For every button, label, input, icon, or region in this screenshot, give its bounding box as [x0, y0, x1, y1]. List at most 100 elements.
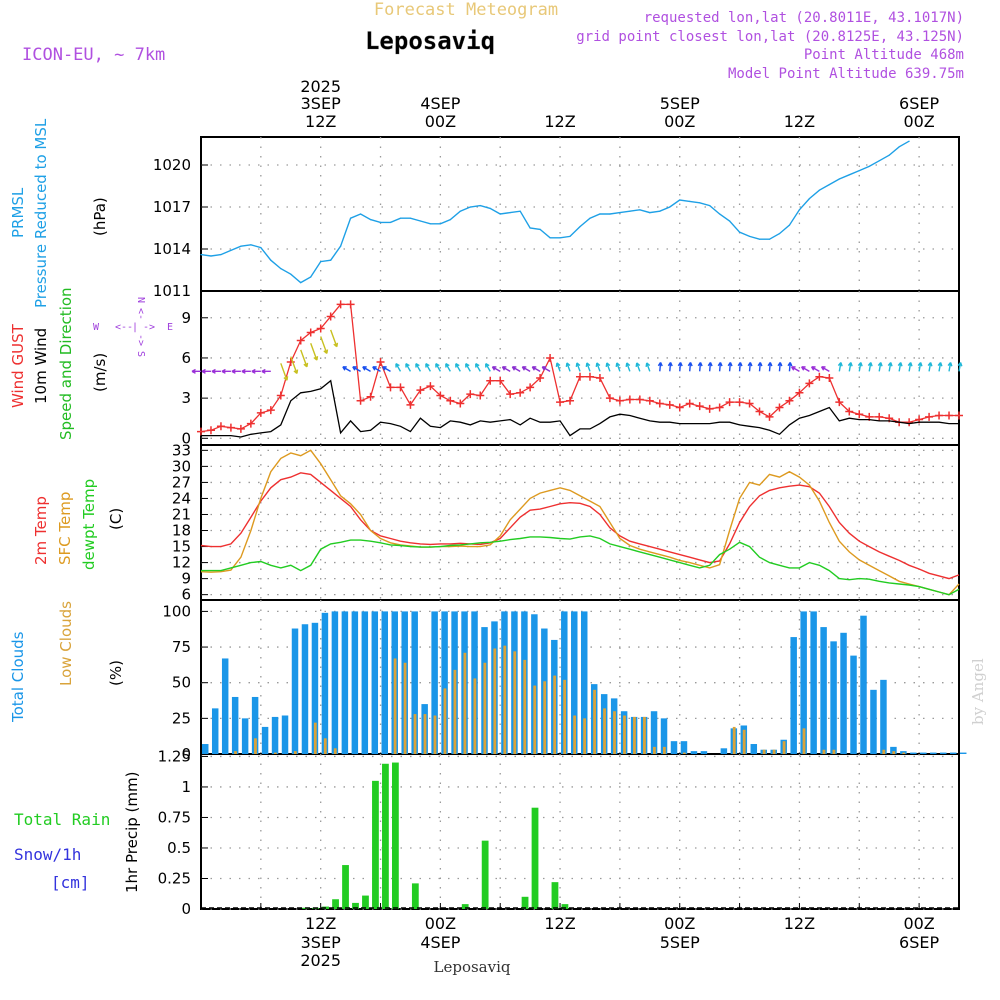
point-wind-gust — [246, 419, 255, 428]
bar-low-clouds — [323, 738, 327, 754]
point-wind-gust — [346, 300, 355, 309]
series-2m-temp — [200, 472, 960, 580]
y-tick-label: 1 — [181, 778, 191, 796]
y-tick-label: 1.25 — [158, 747, 191, 765]
point-prmsl — [908, 140, 910, 142]
label-10m-wind: 10m Wind — [32, 328, 50, 404]
y-tick-label: 50 — [172, 674, 191, 692]
wind-arrow — [667, 361, 673, 372]
y-tick-label: 1014 — [153, 240, 191, 258]
point-wind-gust — [406, 400, 415, 409]
wind-arrow — [707, 361, 713, 372]
point-prmsl — [379, 221, 382, 223]
y-tick-label: 3 — [181, 389, 191, 407]
bar-low-clouds — [802, 728, 806, 754]
top-axis-label: 00Z — [903, 112, 934, 131]
wind-arrow — [820, 366, 830, 372]
y-tick-label: 0 — [181, 900, 191, 918]
point-wind-gust — [815, 372, 824, 381]
point-wind-gust — [366, 392, 375, 401]
bar-low-clouds — [902, 752, 906, 754]
point-wind-gust — [206, 426, 215, 435]
y-tick-label: 15 — [172, 538, 191, 556]
top-axis-label: 2025 — [300, 77, 341, 96]
top-axis-label: 3SEP — [301, 94, 341, 113]
bar-total-clouds — [860, 615, 867, 754]
point-wind-gust — [526, 383, 535, 392]
bar-total-clouds — [820, 627, 827, 754]
wind-arrow — [947, 362, 953, 372]
wind-arrow — [521, 366, 531, 372]
point-wind-gust — [875, 412, 884, 421]
bar-total-rain — [342, 865, 349, 909]
svg-text:|: | — [132, 322, 138, 333]
bar-low-clouds — [393, 658, 397, 754]
wind-arrow — [697, 361, 703, 372]
point-prmsl — [659, 210, 661, 212]
point-wind-gust — [226, 423, 235, 432]
wind-arrow — [595, 362, 601, 372]
wind-arrow — [310, 342, 319, 361]
bar-low-clouds — [782, 741, 786, 754]
point-prmsl — [709, 205, 711, 207]
bar-low-clouds — [403, 662, 407, 754]
wind-arrow — [485, 362, 491, 372]
point-wind-gust — [635, 395, 644, 404]
point-wind-gust — [556, 398, 565, 407]
point-prmsl — [340, 245, 342, 247]
point-prmsl — [738, 231, 741, 233]
point-wind-gust — [595, 374, 604, 383]
point-prmsl — [828, 184, 830, 186]
point-wind-gust — [665, 400, 674, 409]
bar-low-clouds — [732, 726, 736, 754]
point-wind-gust — [536, 374, 545, 383]
point-prmsl — [439, 223, 441, 225]
point-prmsl — [469, 206, 471, 208]
wind-arrow — [727, 361, 733, 372]
bar-low-clouds — [832, 749, 836, 754]
point-wind-gust — [625, 395, 634, 404]
point-prmsl — [788, 224, 791, 226]
bar-low-clouds — [563, 679, 567, 754]
svg-text:->: -> — [143, 322, 155, 333]
bar-total-clouds — [890, 746, 897, 754]
wind-arrow — [362, 366, 371, 372]
bar-total-rain — [481, 840, 489, 909]
series-dewpt-temp — [201, 535, 960, 596]
wind-arrow — [897, 362, 903, 372]
wind-arrow — [575, 362, 581, 372]
point-prmsl — [808, 198, 810, 200]
bar-total-clouds — [231, 696, 239, 754]
point-prmsl — [768, 238, 771, 240]
svg-text:->: -> — [135, 334, 146, 346]
bar-total-rain — [561, 904, 569, 909]
wind-arrow — [687, 361, 693, 372]
bar-low-clouds — [453, 669, 457, 754]
point-prmsl — [499, 213, 501, 215]
wind-arrow — [907, 362, 913, 372]
bar-total-rain — [372, 780, 379, 909]
wind-arrow — [531, 366, 541, 372]
wind-arrow — [605, 362, 611, 372]
wind-arrow — [501, 366, 511, 372]
model-name: ICON-EU, ~ 7km — [22, 45, 165, 65]
bar-total-clouds — [790, 637, 797, 754]
point-prmsl — [429, 223, 431, 225]
bar-total-clouds — [441, 611, 448, 754]
wind-arrow — [372, 366, 381, 372]
bar-low-clouds — [513, 651, 517, 754]
bar-low-clouds — [433, 715, 437, 754]
wind-arrow — [330, 329, 339, 348]
point-prmsl — [459, 210, 461, 212]
bar-low-clouds — [892, 751, 896, 754]
bar-total-clouds — [840, 632, 847, 754]
bar-total-clouds — [331, 611, 339, 754]
bar-total-clouds — [321, 612, 329, 754]
point-prmsl — [579, 226, 581, 228]
point-wind-gust — [715, 403, 724, 412]
point-prmsl — [599, 213, 601, 215]
y-tick-label: 24 — [172, 489, 191, 507]
bar-total-clouds — [800, 611, 807, 754]
point-wind-gust — [546, 353, 555, 362]
wind-arrow — [927, 362, 933, 372]
